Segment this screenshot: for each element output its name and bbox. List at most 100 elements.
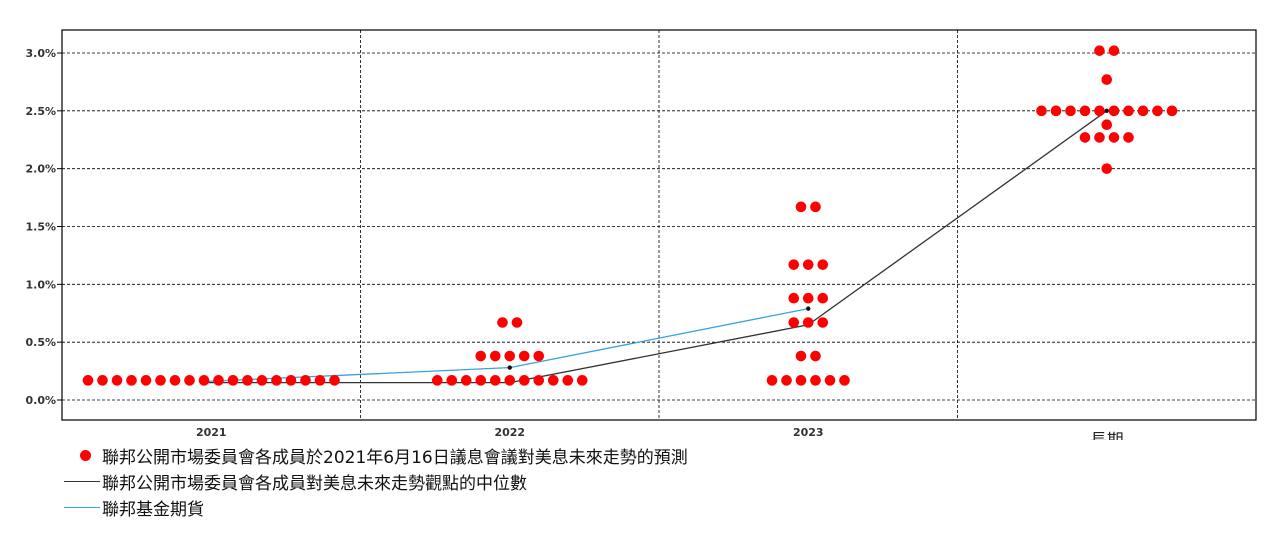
y-tick-label: 2.5% xyxy=(25,105,56,118)
y-tick-label: 2.0% xyxy=(25,163,56,176)
legend: 聯邦公開市場委員會各成員於2021年6月16日議息會議對美息未來走勢的預測 聯邦… xyxy=(62,442,688,520)
x-category-label: 2023 xyxy=(793,426,824,439)
projection-dot xyxy=(802,292,814,304)
y-tick-label: 0.5% xyxy=(25,336,56,349)
projection-dot xyxy=(242,375,253,386)
projection-dot xyxy=(285,375,297,386)
projection-dot xyxy=(460,375,472,386)
futures-line-point xyxy=(507,365,512,370)
projection-dots xyxy=(82,45,1178,386)
projection-dot xyxy=(1050,105,1062,117)
projection-dot xyxy=(169,375,181,386)
legend-dot-icon xyxy=(62,449,102,461)
projection-dot xyxy=(1137,105,1149,117)
projection-dot xyxy=(788,317,800,328)
projection-dot xyxy=(788,292,800,304)
projection-dot xyxy=(766,375,778,386)
projection-dot xyxy=(431,375,443,386)
projection-dot xyxy=(1079,105,1091,117)
projection-dot xyxy=(547,375,559,386)
projection-dot xyxy=(184,375,195,386)
projection-dot xyxy=(1036,105,1047,117)
projection-dot xyxy=(1123,132,1134,143)
projection-dot xyxy=(795,350,807,362)
projection-dot xyxy=(817,259,829,270)
futures-line-point xyxy=(806,306,811,311)
projection-dot xyxy=(300,375,311,386)
median-line-point xyxy=(1104,108,1109,114)
projection-dot xyxy=(489,375,501,386)
projection-dot xyxy=(140,375,152,386)
projection-dot xyxy=(213,375,224,386)
projection-dot xyxy=(781,375,792,386)
x-category-label: 長期 xyxy=(1090,431,1124,440)
projection-dot xyxy=(817,292,829,304)
plot-border xyxy=(61,29,1257,421)
median-line xyxy=(205,110,1108,384)
projection-dot xyxy=(1094,132,1105,143)
y-tick-label: 3.0% xyxy=(25,47,56,60)
projection-dot xyxy=(802,317,814,328)
x-category-label: 2022 xyxy=(494,426,525,439)
projection-dot xyxy=(475,375,487,386)
legend-line-icon xyxy=(62,480,102,482)
x-axis-categories: 2021 2022 2023 長期 xyxy=(196,426,1124,440)
projection-dot xyxy=(1094,45,1105,56)
projection-dot xyxy=(1065,105,1076,117)
projection-dot xyxy=(489,350,501,362)
projection-dot xyxy=(576,375,588,386)
projection-dot xyxy=(271,375,282,386)
projection-dot xyxy=(111,375,123,386)
projection-dot xyxy=(1108,105,1120,117)
projection-dot xyxy=(1108,132,1120,143)
series-lines xyxy=(202,108,1109,385)
x-category-label: 2021 xyxy=(196,426,227,439)
projection-dot xyxy=(518,375,530,386)
projection-dot xyxy=(1079,132,1091,143)
projection-dot xyxy=(1101,74,1113,85)
plot-frame xyxy=(61,29,1257,421)
projection-dot xyxy=(810,201,821,213)
projection-dot xyxy=(475,350,487,362)
projection-dot xyxy=(802,259,814,270)
projection-dot xyxy=(839,375,850,386)
projection-dot xyxy=(504,350,516,362)
projection-dot xyxy=(795,375,807,386)
y-tick-label: 0.0% xyxy=(25,394,56,407)
projection-dot xyxy=(314,375,326,386)
legend-item-futures: 聯邦基金期貨 xyxy=(62,494,688,520)
projection-dot xyxy=(511,317,523,328)
projection-dot xyxy=(810,350,821,362)
projection-dot xyxy=(504,375,516,386)
projection-dot xyxy=(1101,119,1113,131)
projection-dot xyxy=(227,375,239,386)
y-axis-ticks: 3.0% 2.5% 2.0% 1.5% 1.0% 0.5% 0.0% xyxy=(25,47,62,407)
grid-lines xyxy=(62,30,1256,420)
legend-label-futures: 聯邦基金期貨 xyxy=(102,499,204,520)
projection-dot xyxy=(82,375,94,386)
projection-dot xyxy=(198,375,210,386)
projection-dot xyxy=(446,375,458,386)
legend-blue-line-icon xyxy=(62,506,102,508)
legend-label-median: 聯邦公開市場委員會各成員對美息未來走勢觀點的中位數 xyxy=(102,473,527,494)
y-tick-label: 1.5% xyxy=(25,221,56,234)
projection-dot xyxy=(155,375,166,386)
projection-dot xyxy=(126,375,137,386)
projection-dot xyxy=(329,375,340,386)
projection-dot xyxy=(533,375,545,386)
projection-dot xyxy=(497,317,508,328)
projection-dot xyxy=(1094,105,1105,117)
projection-dot xyxy=(817,317,829,328)
projection-dot xyxy=(97,375,108,386)
projection-dot xyxy=(810,375,821,386)
projection-dot xyxy=(518,350,530,362)
legend-item-projections: 聯邦公開市場委員會各成員於2021年6月16日議息會議對美息未來走勢的預測 xyxy=(62,442,688,468)
y-tick-label: 1.0% xyxy=(25,278,56,291)
projection-dot xyxy=(1123,105,1134,117)
projection-dot xyxy=(1101,163,1113,174)
projection-dot xyxy=(533,350,545,362)
projection-dot xyxy=(1152,105,1163,117)
dot-plot-chart: 3.0%2.5%2.0%1.5%1.0%0.5%0.0% 2021 2022 202… xyxy=(25,29,1257,440)
projection-dot xyxy=(824,375,836,386)
projection-dot xyxy=(256,375,268,386)
